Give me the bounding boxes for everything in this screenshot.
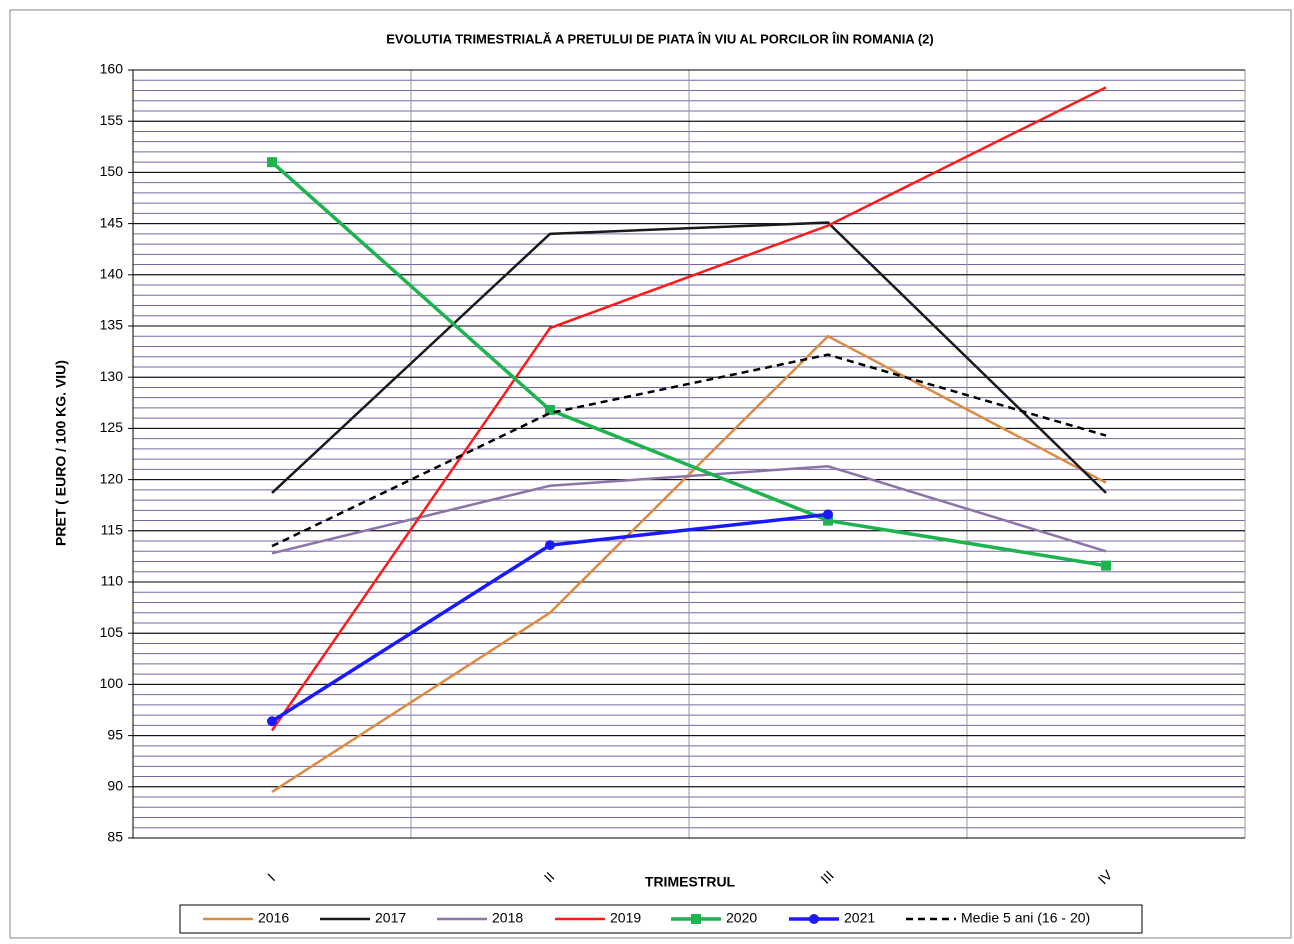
series-line [271, 465, 1107, 555]
series-line [271, 334, 1107, 793]
frame [9, 9, 1292, 939]
legend-label: Medie 5 ani (16 - 20) [961, 910, 1090, 926]
y-tick-label: 85 [107, 829, 123, 845]
series-line [271, 353, 1107, 548]
legend-label: 2017 [375, 910, 406, 926]
x-axis-title: TRIMESTRUL [645, 874, 736, 890]
legend-label: 2018 [492, 910, 523, 926]
legend-marker [691, 914, 701, 924]
marker [1101, 560, 1111, 571]
y-tick-label: 155 [100, 112, 124, 128]
y-tick-label: 90 [107, 778, 123, 794]
legend-label: 2021 [844, 910, 875, 926]
y-tick-label: 140 [100, 266, 124, 282]
y-tick-label: 160 [100, 61, 124, 77]
marker [545, 404, 555, 415]
y-tick-label: 110 [101, 573, 124, 589]
series-line [271, 221, 1107, 494]
series-line [270, 86, 1107, 732]
marker [823, 515, 833, 526]
series-line [270, 160, 1107, 568]
y-tick-label: 115 [101, 522, 124, 538]
y-tick-label: 150 [100, 163, 124, 179]
y-tick-label: 130 [100, 368, 124, 384]
marker [545, 540, 555, 551]
y-tick-label: 100 [100, 675, 124, 691]
legend-label: 2020 [726, 910, 757, 926]
y-tick-label: 95 [107, 726, 123, 742]
legend-label: 2016 [258, 910, 289, 926]
y-axis-title: PRET ( EURO / 100 KG. VIU) [53, 360, 69, 546]
y-tick-label: 120 [100, 470, 124, 486]
marker [823, 509, 833, 520]
marker [267, 157, 277, 168]
y-tick-label: 135 [100, 317, 124, 333]
y-tick-label: 145 [100, 214, 124, 230]
legend-marker [809, 914, 819, 924]
chart-title: EVOLUTIA TRIMESTRIALĂ A PRETULUI DE PIAT… [386, 31, 933, 46]
marker [267, 716, 277, 727]
y-tick-label: 125 [100, 419, 124, 435]
legend-label: 2019 [610, 910, 641, 926]
y-tick-label: 105 [100, 624, 124, 640]
